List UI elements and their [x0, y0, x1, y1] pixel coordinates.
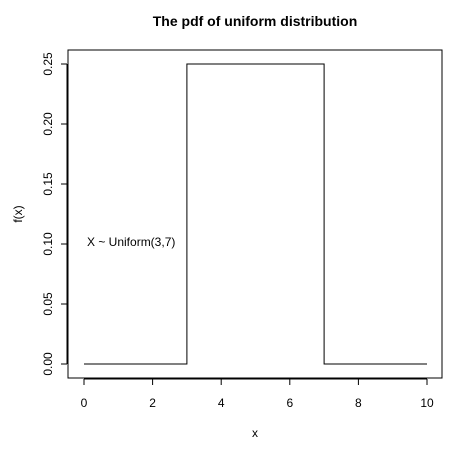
x-tick-label: 0: [81, 396, 88, 410]
chart-title: The pdf of uniform distribution: [153, 13, 358, 29]
y-axis-title: f(x): [11, 205, 25, 222]
x-tick-label: 2: [149, 396, 156, 410]
x-tick-label: 8: [355, 396, 362, 410]
y-tick-label: 0.00: [41, 352, 55, 376]
y-tick-label: 0.05: [41, 292, 55, 316]
x-axis: 0 2 4 6 8 10: [81, 378, 434, 410]
x-tick-label: 6: [286, 396, 293, 410]
x-tick-label: 10: [420, 396, 434, 410]
x-tick-label: 4: [218, 396, 225, 410]
series-layer: [84, 63, 427, 365]
y-tick-label: 0.10: [41, 232, 55, 256]
y-tick-label: 0.15: [41, 172, 55, 196]
plot-frame: [67, 49, 443, 379]
y-tick-label: 0.20: [41, 112, 55, 136]
distribution-annotation: X ~ Uniform(3,7): [87, 235, 175, 249]
pdf-line: [84, 63, 427, 365]
y-tick-label: 0.25: [41, 52, 55, 76]
y-axis: 0.00 0.05 0.10 0.15 0.20 0.25: [41, 52, 68, 376]
x-axis-title: x: [252, 426, 258, 440]
